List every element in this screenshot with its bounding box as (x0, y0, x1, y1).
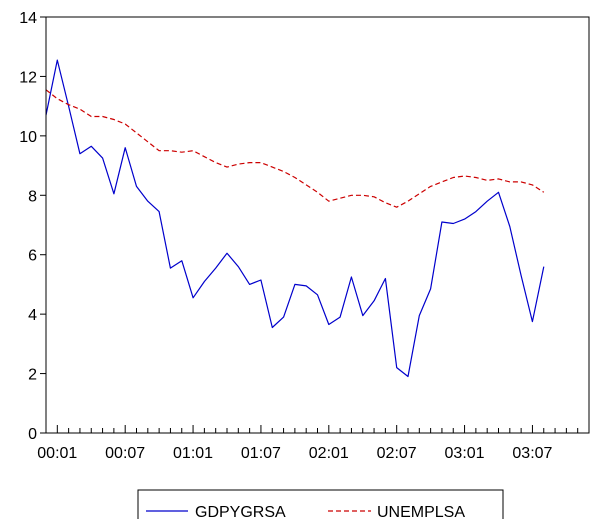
y-tick-label: 0 (28, 426, 37, 443)
plot-frame (45, 16, 590, 434)
legend-label-unemplsa: UNEMPLSA (377, 504, 465, 519)
y-tick-label: 8 (28, 188, 37, 205)
legend-label-gdpygrsa: GDPYGRSA (195, 504, 286, 519)
y-tick-label: 12 (19, 69, 37, 86)
x-tick-label: 01:01 (173, 445, 213, 462)
y-tick-label: 2 (28, 367, 37, 384)
x-tick-label: 01:07 (241, 445, 281, 462)
legend-box (137, 489, 504, 519)
x-tick-label: 00:01 (37, 445, 77, 462)
legend: GDPYGRSA UNEMPLSA (137, 489, 504, 519)
x-tick-label: 02:01 (309, 445, 349, 462)
y-tick-label: 14 (19, 10, 37, 27)
y-tick-label: 10 (19, 129, 37, 146)
x-tick-label: 00:07 (105, 445, 145, 462)
series-line-gdpygrsa (45, 59, 545, 378)
x-tick-label: 03:01 (445, 445, 485, 462)
y-axis-ticks: 0 2 4 6 8 10 12 14 (19, 10, 46, 443)
y-tick-label: 4 (28, 307, 37, 324)
y-tick-label: 6 (28, 248, 37, 265)
x-tick-label: 03:07 (512, 445, 552, 462)
series-line-unemplsa (45, 89, 545, 208)
x-axis-ticks: 00:01 00:07 01:01 01:07 02:01 02:07 03:01 03:07 (37, 425, 579, 462)
x-tick-label: 02:07 (377, 445, 417, 462)
series-lines (45, 59, 545, 378)
